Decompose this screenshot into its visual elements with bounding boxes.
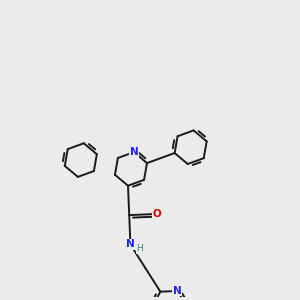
Text: N: N	[173, 286, 182, 296]
Text: N: N	[126, 239, 135, 250]
Text: N: N	[130, 147, 138, 157]
Text: O: O	[153, 209, 161, 219]
Text: H: H	[136, 244, 142, 253]
